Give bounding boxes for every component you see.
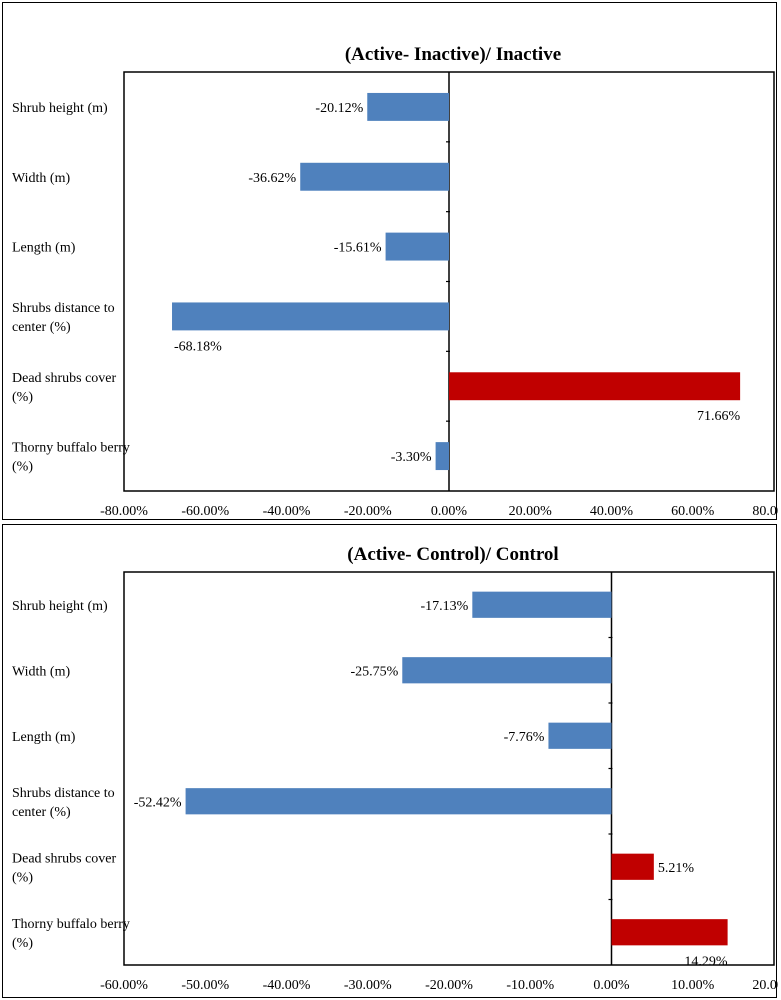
x-tick-label: -10.00%	[506, 978, 554, 993]
bar-1	[472, 591, 612, 618]
bar-5	[611, 853, 654, 880]
x-tick-label: 80.00%	[752, 504, 778, 519]
bar-5	[449, 372, 741, 401]
data-label: -15.61%	[334, 241, 382, 256]
bar-4	[172, 302, 450, 331]
category-label: Shrubs distance to center (%)	[12, 301, 115, 335]
data-label: 14.29%	[684, 954, 728, 969]
plot-area	[123, 571, 775, 966]
category-label: Dead shrubs cover (%)	[12, 851, 117, 885]
bar-3	[385, 232, 449, 261]
category-label: Thorny buffalo berry (%)	[12, 441, 130, 475]
chart-title: (Active- Inactive)/ Inactive	[345, 44, 561, 65]
category-label: Length (m)	[12, 241, 76, 256]
chart-control-svg: (Active- Control)/ Control -60.00% -50.00%…	[12, 544, 778, 993]
bar-3	[548, 722, 612, 749]
data-label: -17.13%	[420, 599, 468, 614]
bar-6	[611, 919, 728, 946]
data-label: -52.42%	[134, 795, 182, 810]
category-label: Dead shrubs cover (%)	[12, 371, 117, 405]
bar-4	[185, 788, 612, 815]
data-label: -36.62%	[248, 171, 296, 186]
category-label: Shrub height (m)	[12, 599, 108, 614]
x-tick-label: -20.00%	[425, 978, 473, 993]
category-label: Shrubs distance to center (%)	[12, 786, 115, 820]
category-label: Shrub height (m)	[12, 101, 108, 116]
data-label: -25.75%	[350, 664, 398, 679]
x-tick-label: -60.00%	[100, 978, 148, 993]
chart-inactive-svg: (Active- Inactive)/ Inactive -80.00% -60.0…	[12, 44, 778, 519]
x-tick-label: -50.00%	[181, 978, 229, 993]
bar-1	[367, 92, 449, 121]
x-tick-label: -60.00%	[181, 504, 229, 519]
data-label: -68.18%	[174, 339, 222, 354]
category-label: Thorny buffalo berry (%)	[12, 917, 130, 951]
x-tick-label: 40.00%	[590, 504, 634, 519]
data-label: -7.76%	[504, 730, 545, 745]
data-label: 5.21%	[658, 861, 695, 876]
x-tick-label: 0.00%	[593, 978, 630, 993]
chart-panel-control: (Active- Control)/ Control -60.00% -50.00%…	[2, 524, 778, 998]
x-tick-label: -20.00%	[344, 504, 392, 519]
x-tick-label: 20.00%	[752, 978, 778, 993]
x-tick-label: 60.00%	[671, 504, 715, 519]
data-label: -3.30%	[391, 450, 432, 465]
bar-2	[402, 657, 612, 684]
category-label: Width (m)	[12, 171, 70, 186]
bar-6	[435, 442, 449, 471]
category-label: Width (m)	[12, 664, 70, 679]
data-label: -20.12%	[315, 101, 363, 116]
bar-2	[300, 162, 449, 191]
data-label: 71.66%	[697, 409, 741, 424]
x-tick-label: -80.00%	[100, 504, 148, 519]
x-tick-label: -30.00%	[344, 978, 392, 993]
x-tick-label: -40.00%	[263, 504, 311, 519]
x-tick-label: 0.00%	[431, 504, 468, 519]
x-tick-label: -40.00%	[263, 978, 311, 993]
x-tick-label: 10.00%	[671, 978, 715, 993]
chart-title: (Active- Control)/ Control	[347, 544, 558, 565]
x-tick-label: 20.00%	[509, 504, 553, 519]
category-label: Length (m)	[12, 730, 76, 745]
chart-panel-inactive: (Active- Inactive)/ Inactive -80.00% -60.0…	[2, 2, 778, 520]
